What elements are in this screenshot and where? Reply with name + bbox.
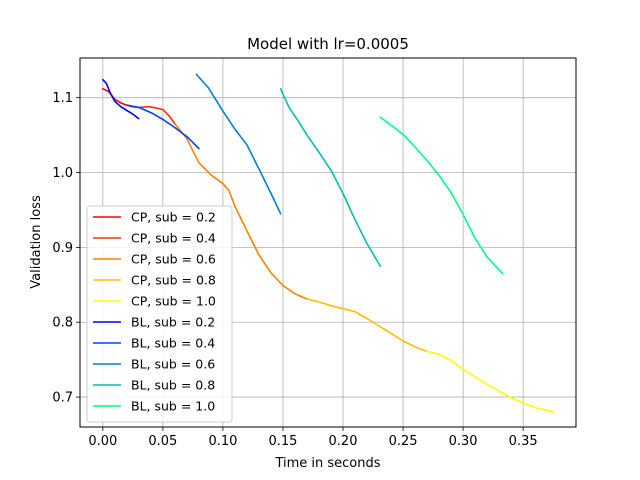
x-tick-label: 0.10 xyxy=(208,434,237,449)
x-axis-ticks: 0.00 0.05 0.10 0.15 0.20 0.25 0.30 0.35 xyxy=(88,427,538,449)
series-line xyxy=(306,298,428,353)
legend-label: BL, sub = 0.6 xyxy=(131,357,215,372)
series-line xyxy=(195,73,282,215)
y-tick-label: 1.0 xyxy=(52,166,73,181)
x-tick-label: 0.15 xyxy=(268,434,297,449)
plot-frame xyxy=(79,57,577,428)
series-line xyxy=(174,123,308,300)
legend-label: BL, sub = 0.2 xyxy=(131,315,215,330)
legend: CP, sub = 0.2 CP, sub = 0.4 CP, sub = 0.6 C… xyxy=(86,205,233,423)
legend-label: CP, sub = 0.6 xyxy=(131,252,216,267)
chart-title: Model with lr=0.0005 xyxy=(247,35,409,53)
series-lines xyxy=(102,73,555,413)
legend-box xyxy=(86,205,233,423)
x-axis-label: Time in seconds xyxy=(274,456,380,471)
series-line xyxy=(126,104,200,150)
series-line xyxy=(102,78,140,120)
y-tick-label: 0.9 xyxy=(52,241,73,256)
y-tick-label: 1.1 xyxy=(52,91,73,106)
y-tick-label: 0.7 xyxy=(52,391,73,406)
series-line xyxy=(138,105,176,125)
legend-label: CP, sub = 0.8 xyxy=(131,273,216,288)
series-line xyxy=(426,350,555,413)
legend-label: BL, sub = 1.0 xyxy=(131,399,215,414)
x-tick-label: 0.20 xyxy=(329,434,358,449)
x-tick-label: 0.05 xyxy=(148,434,177,449)
x-tick-label: 0.30 xyxy=(449,434,478,449)
x-tick-label: 0.35 xyxy=(509,434,538,449)
series-line xyxy=(279,87,382,267)
legend-label: CP, sub = 1.0 xyxy=(131,294,216,309)
legend-label: CP, sub = 0.4 xyxy=(131,231,216,246)
legend-label: BL, sub = 0.4 xyxy=(131,336,215,351)
x-tick-label: 0.00 xyxy=(88,434,117,449)
legend-label: BL, sub = 0.8 xyxy=(131,378,215,393)
y-axis-ticks: 0.7 0.8 0.9 1.0 1.1 xyxy=(52,91,80,406)
y-tick-label: 0.8 xyxy=(52,316,73,331)
series-line xyxy=(379,116,504,275)
legend-label: CP, sub = 0.2 xyxy=(131,210,216,225)
y-axis-label: Validation loss xyxy=(29,195,44,289)
x-tick-label: 0.25 xyxy=(389,434,418,449)
